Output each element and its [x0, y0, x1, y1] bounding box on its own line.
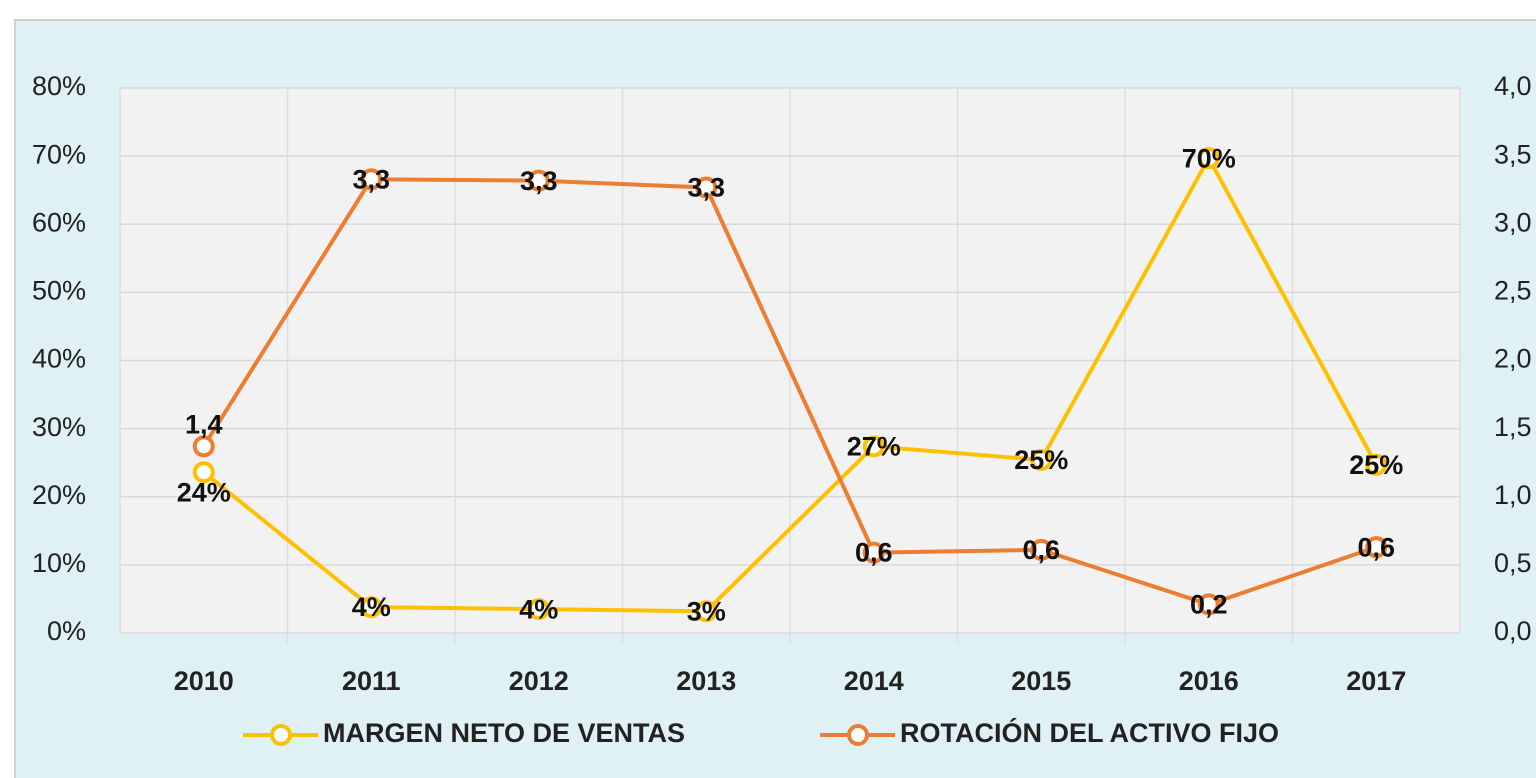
- data-label: 3%: [687, 596, 726, 626]
- marker: [527, 169, 550, 192]
- y-tick-label: 10%: [32, 548, 86, 578]
- legend-marker: [270, 724, 292, 746]
- data-label: 1,4: [185, 409, 223, 439]
- marker: [1365, 453, 1388, 476]
- marker: [527, 598, 550, 621]
- y-tick-label: 80%: [32, 71, 86, 101]
- data-label: 0,6: [855, 538, 893, 568]
- y-tick-label: 40%: [32, 344, 86, 374]
- x-tick-label: 2017: [1346, 666, 1406, 696]
- y2-tick-label: 2,5: [1494, 276, 1532, 306]
- y2-tick-label: 0,0: [1494, 616, 1532, 646]
- marker: [1030, 538, 1053, 561]
- y-tick-label: 60%: [32, 207, 86, 237]
- y2-tick-label: 1,0: [1494, 480, 1532, 510]
- legend-marker: [847, 724, 869, 746]
- y2-tick-label: 4,0: [1494, 71, 1532, 101]
- y2-tick-label: 2,0: [1494, 344, 1532, 374]
- data-label: 0,6: [1022, 535, 1060, 565]
- marker: [360, 168, 383, 191]
- marker: [695, 176, 718, 199]
- data-label: 25%: [1349, 450, 1403, 480]
- x-tick-label: 2016: [1179, 666, 1239, 696]
- data-label: 25%: [1014, 445, 1068, 475]
- x-tick-label: 2015: [1011, 666, 1071, 696]
- x-tick-label: 2010: [174, 666, 234, 696]
- x-tick-label: 2013: [676, 666, 736, 696]
- marker: [862, 541, 885, 564]
- x-tick-label: 2012: [509, 666, 569, 696]
- marker: [1197, 593, 1220, 616]
- marker: [1197, 147, 1220, 170]
- marker: [192, 435, 215, 458]
- marker: [360, 596, 383, 619]
- y-tick-label: 30%: [32, 412, 86, 442]
- x-tick-label: 2011: [342, 666, 401, 696]
- marker: [862, 435, 885, 458]
- y2-tick-label: 3,5: [1494, 139, 1532, 169]
- data-label: 3,3: [520, 166, 558, 196]
- series-line: [202, 177, 1377, 607]
- legend-label: ROTACIÓN DEL ACTIVO FIJO: [900, 717, 1279, 748]
- data-label: 3,3: [352, 164, 390, 194]
- marker: [695, 600, 718, 623]
- data-label: 4%: [352, 592, 391, 622]
- marker: [1365, 536, 1388, 559]
- data-label: 0,6: [1357, 532, 1395, 562]
- y-tick-label: 20%: [32, 480, 86, 510]
- y2-tick-label: 3,0: [1494, 207, 1532, 237]
- data-label: 0,2: [1190, 590, 1228, 620]
- data-label: 3,3: [687, 173, 725, 203]
- marker: [1030, 448, 1053, 471]
- y-tick-label: 70%: [32, 139, 86, 169]
- y-tick-label: 0%: [47, 616, 86, 646]
- y2-tick-label: 1,5: [1494, 412, 1532, 442]
- data-label: 24%: [177, 477, 231, 507]
- data-label: 4%: [519, 594, 558, 624]
- data-label: 70%: [1182, 143, 1236, 173]
- marker: [192, 461, 215, 484]
- legend-label: MARGEN NETO DE VENTAS: [323, 718, 685, 748]
- series-line: [202, 154, 1379, 614]
- y2-tick-label: 0,5: [1494, 548, 1532, 578]
- data-label: 27%: [847, 431, 901, 461]
- x-tick-label: 2014: [844, 666, 904, 696]
- y-tick-label: 50%: [32, 276, 86, 306]
